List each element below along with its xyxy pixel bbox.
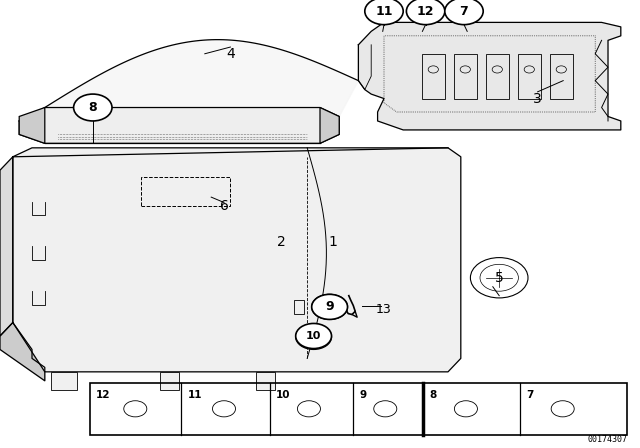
Circle shape	[406, 0, 445, 25]
Text: 7: 7	[460, 4, 468, 18]
Circle shape	[312, 294, 348, 319]
Polygon shape	[19, 108, 45, 143]
Text: 8: 8	[88, 101, 97, 114]
Bar	[550, 54, 573, 99]
Text: 12: 12	[417, 4, 435, 18]
Polygon shape	[19, 108, 339, 143]
Circle shape	[365, 0, 403, 25]
Bar	[454, 54, 477, 99]
Text: 11: 11	[188, 390, 202, 400]
Circle shape	[74, 94, 112, 121]
Text: 00174307: 00174307	[588, 435, 627, 444]
Polygon shape	[45, 39, 358, 143]
Text: 12: 12	[96, 390, 111, 400]
Text: 11: 11	[375, 4, 393, 18]
Text: 10: 10	[307, 332, 321, 342]
Text: 3: 3	[533, 91, 542, 106]
Polygon shape	[320, 108, 339, 143]
Bar	[422, 54, 445, 99]
Polygon shape	[0, 157, 13, 336]
Bar	[486, 54, 509, 99]
Bar	[51, 372, 77, 390]
Text: 9: 9	[360, 390, 367, 400]
Text: 9: 9	[325, 300, 334, 314]
Text: 10: 10	[276, 390, 291, 400]
Circle shape	[445, 0, 483, 25]
Text: 8: 8	[429, 390, 436, 400]
Text: 9: 9	[325, 300, 334, 314]
Circle shape	[296, 323, 332, 349]
Text: 1: 1	[328, 235, 337, 249]
Bar	[90, 383, 627, 435]
Text: 6: 6	[220, 199, 228, 213]
Text: 10: 10	[306, 331, 321, 341]
Text: 7: 7	[526, 390, 534, 400]
Polygon shape	[358, 22, 621, 130]
Text: 2: 2	[277, 235, 286, 249]
Bar	[518, 54, 541, 99]
Bar	[294, 300, 304, 314]
Text: 13: 13	[376, 302, 392, 316]
Text: 4: 4	[226, 47, 235, 61]
Bar	[160, 372, 179, 390]
Bar	[256, 372, 275, 390]
Text: 5: 5	[495, 271, 504, 285]
Polygon shape	[13, 148, 461, 372]
Polygon shape	[0, 323, 45, 381]
